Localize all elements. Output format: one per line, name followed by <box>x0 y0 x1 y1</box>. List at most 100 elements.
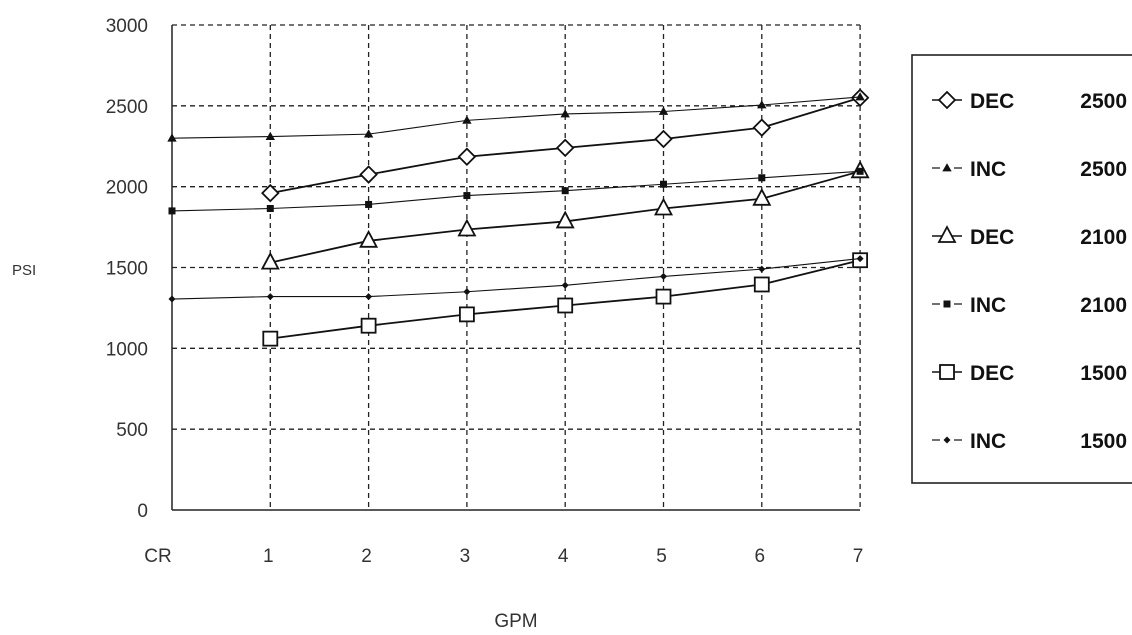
legend-marker <box>942 163 952 172</box>
x-tick-label: CR <box>144 546 171 567</box>
x-tick-label: 1 <box>263 546 274 567</box>
series-inc-2100 <box>168 167 864 215</box>
data-point <box>167 133 177 142</box>
legend-box <box>911 54 1132 484</box>
data-point <box>660 180 667 188</box>
data-point <box>658 106 669 115</box>
series-line <box>171 170 861 212</box>
legend-entry: DEC 2500 <box>932 90 1127 113</box>
data-point <box>561 281 569 289</box>
legend-series-name: INC <box>970 294 1006 317</box>
data-point <box>457 147 477 167</box>
legend-marker <box>937 90 957 110</box>
x-tick-label: 2 <box>361 546 372 567</box>
y-tick-label: 0 <box>137 501 148 522</box>
data-point <box>856 167 864 175</box>
data-point <box>555 210 575 229</box>
y-tick-labels: 0 500 1000 1500 2000 2500 3000 <box>106 16 148 522</box>
series-dec-2100 <box>260 160 870 270</box>
chart-grid <box>172 24 861 510</box>
legend-series-value: 2100 <box>1080 226 1127 249</box>
data-point <box>363 129 374 138</box>
y-tick-label: 2500 <box>106 97 148 118</box>
data-point <box>359 165 378 184</box>
data-point <box>266 293 274 301</box>
x-tick-label: 3 <box>460 546 471 567</box>
data-point <box>660 272 667 280</box>
legend-series-name: DEC <box>970 226 1014 249</box>
legend-series-name: INC <box>970 430 1006 453</box>
x-tick-label: 7 <box>853 546 864 567</box>
data-point <box>365 293 373 301</box>
series-group <box>167 88 870 347</box>
data-point <box>856 255 864 263</box>
series-dec-1500 <box>262 252 868 347</box>
legend-series-value: 2500 <box>1080 90 1127 113</box>
series-inc-1500 <box>168 255 864 303</box>
legend-marker <box>937 225 957 243</box>
x-tick-label: 6 <box>755 546 766 567</box>
y-tick-label: 1500 <box>106 259 148 280</box>
data-point <box>168 295 176 303</box>
legend-series-name: INC <box>970 158 1006 181</box>
data-point <box>752 118 772 137</box>
data-point <box>655 288 672 305</box>
data-point <box>266 204 274 212</box>
data-point <box>463 288 471 296</box>
data-point <box>262 330 279 347</box>
data-point <box>758 174 766 182</box>
x-tick-labels: CR 1 2 3 4 5 6 7 <box>144 546 863 567</box>
series-line <box>171 258 861 300</box>
data-point <box>557 297 574 314</box>
series-line <box>171 96 861 139</box>
x-tick-label: 4 <box>558 546 569 567</box>
data-point <box>260 251 280 270</box>
y-axis-label: PSI <box>12 262 36 279</box>
data-point <box>753 276 770 293</box>
series-inc-2500 <box>167 92 865 142</box>
data-point <box>359 229 379 248</box>
legend-series-value: 2500 <box>1080 158 1127 181</box>
legend-series-value: 1500 <box>1080 362 1127 385</box>
legend-series-name: DEC <box>970 90 1014 113</box>
legend-series-name: DEC <box>970 362 1014 385</box>
y-tick-label: 500 <box>116 420 148 441</box>
chart-axes <box>171 25 860 511</box>
y-tick-label: 3000 <box>106 16 148 37</box>
legend-entry: DEC 1500 <box>932 362 1127 385</box>
series-dec-2500 <box>261 88 870 203</box>
data-point <box>462 115 472 124</box>
x-axis-label: GPM <box>494 611 537 632</box>
legend-marker <box>939 364 955 380</box>
legend-entry: DEC 2100 <box>932 225 1127 249</box>
data-point <box>261 183 280 203</box>
y-tick-label: 1000 <box>106 339 148 360</box>
data-point <box>458 306 475 323</box>
data-point <box>555 138 575 158</box>
data-point <box>168 207 176 215</box>
legend-entry: INC 2500 <box>932 158 1127 181</box>
legend-marker <box>943 300 951 308</box>
legend-marker <box>943 436 951 444</box>
data-point <box>360 317 377 334</box>
legend-entry: INC 1500 <box>932 430 1127 453</box>
data-point <box>365 200 373 208</box>
data-point <box>757 100 767 109</box>
data-point <box>654 197 673 216</box>
data-point <box>752 187 772 206</box>
y-tick-label: 2000 <box>106 178 148 199</box>
data-point <box>855 92 865 101</box>
data-point <box>265 131 275 140</box>
data-point <box>758 265 766 273</box>
data-point <box>561 187 569 195</box>
data-point <box>654 129 673 149</box>
x-tick-label: 5 <box>656 546 667 567</box>
data-point <box>560 109 570 118</box>
legend-series-value: 2100 <box>1080 294 1127 317</box>
legend-entry: INC 2100 <box>932 294 1127 317</box>
legend: DEC 2500 INC 2500 DEC 2100 INC 2100 DEC 1500 INC 15… <box>911 54 1132 484</box>
data-point <box>457 218 477 237</box>
data-point <box>463 192 471 200</box>
legend-series-value: 1500 <box>1080 430 1127 453</box>
